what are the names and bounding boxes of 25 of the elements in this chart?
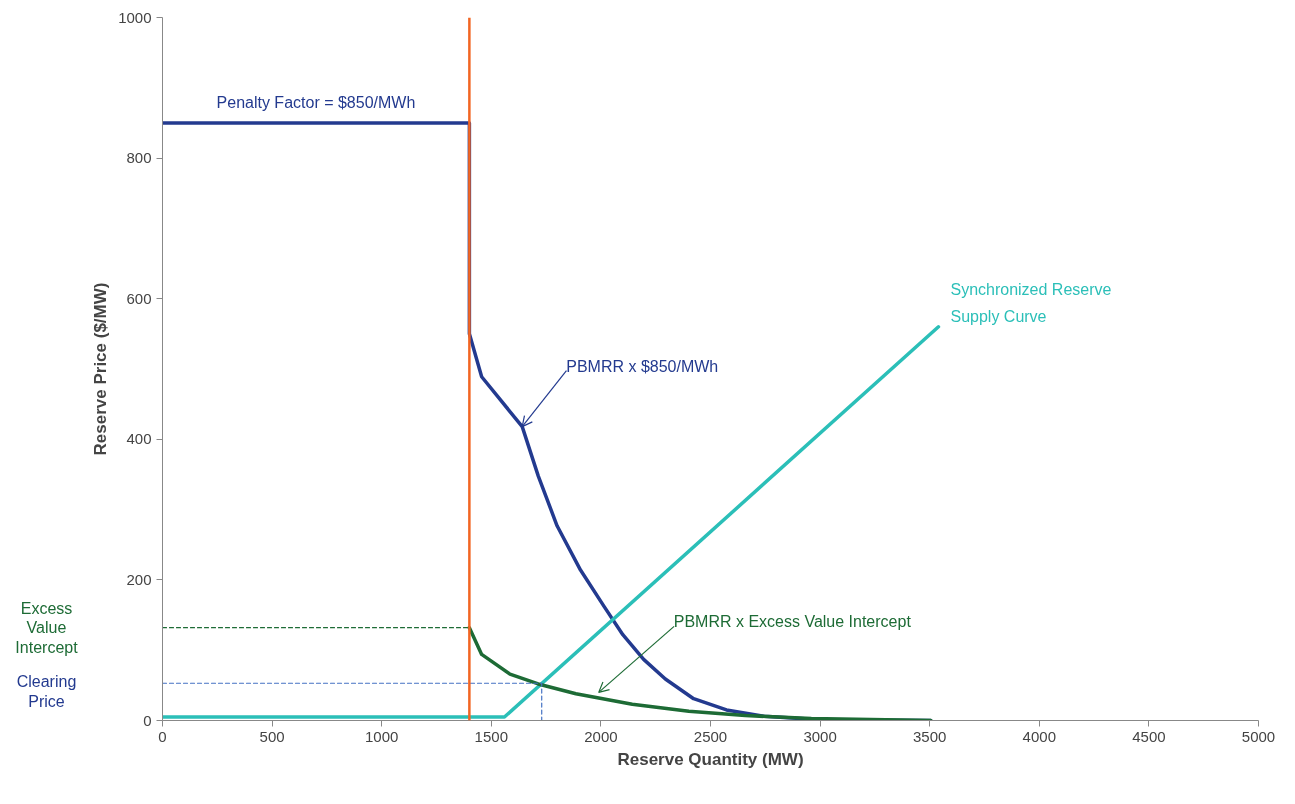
y-tick-label: 800	[126, 149, 152, 167]
annotation: PBMRR x $850/MWh	[566, 357, 719, 375]
y-tick-label: 200	[126, 570, 152, 588]
y-tick-label: 0	[143, 711, 152, 729]
x-tick-label: 2000	[584, 727, 618, 745]
x-axis-title: Reserve Quantity (MW)	[617, 749, 804, 769]
y-tick-label: 600	[126, 289, 152, 307]
x-tick-label: 3500	[913, 727, 947, 745]
y-tick-label: 1000	[118, 8, 152, 26]
x-tick-label: 0	[158, 727, 167, 745]
annotation: Synchronized Reserve Supply Curve	[950, 280, 1112, 325]
x-tick-label: 3000	[803, 727, 837, 745]
y-axis-title: Reserve Price ($/MW)	[91, 282, 111, 456]
text: Excess Value Intercept	[15, 599, 79, 656]
x-tick-label: 4500	[1132, 727, 1166, 745]
text: Clearing Price	[16, 672, 77, 710]
x-tick-label: 1500	[474, 727, 508, 745]
x-tick-label: 500	[259, 727, 285, 745]
annotation: Penalty Factor = $850/MWh	[216, 93, 416, 111]
x-tick-label: 2500	[693, 727, 728, 745]
x-tick-label: 5000	[1241, 727, 1276, 745]
annotation: PBMRR x Excess Value Intercept	[673, 613, 912, 631]
y-tick-label: 400	[126, 430, 152, 448]
x-tick-label: 4000	[1022, 727, 1056, 745]
x-tick-label: 1000	[365, 727, 399, 745]
